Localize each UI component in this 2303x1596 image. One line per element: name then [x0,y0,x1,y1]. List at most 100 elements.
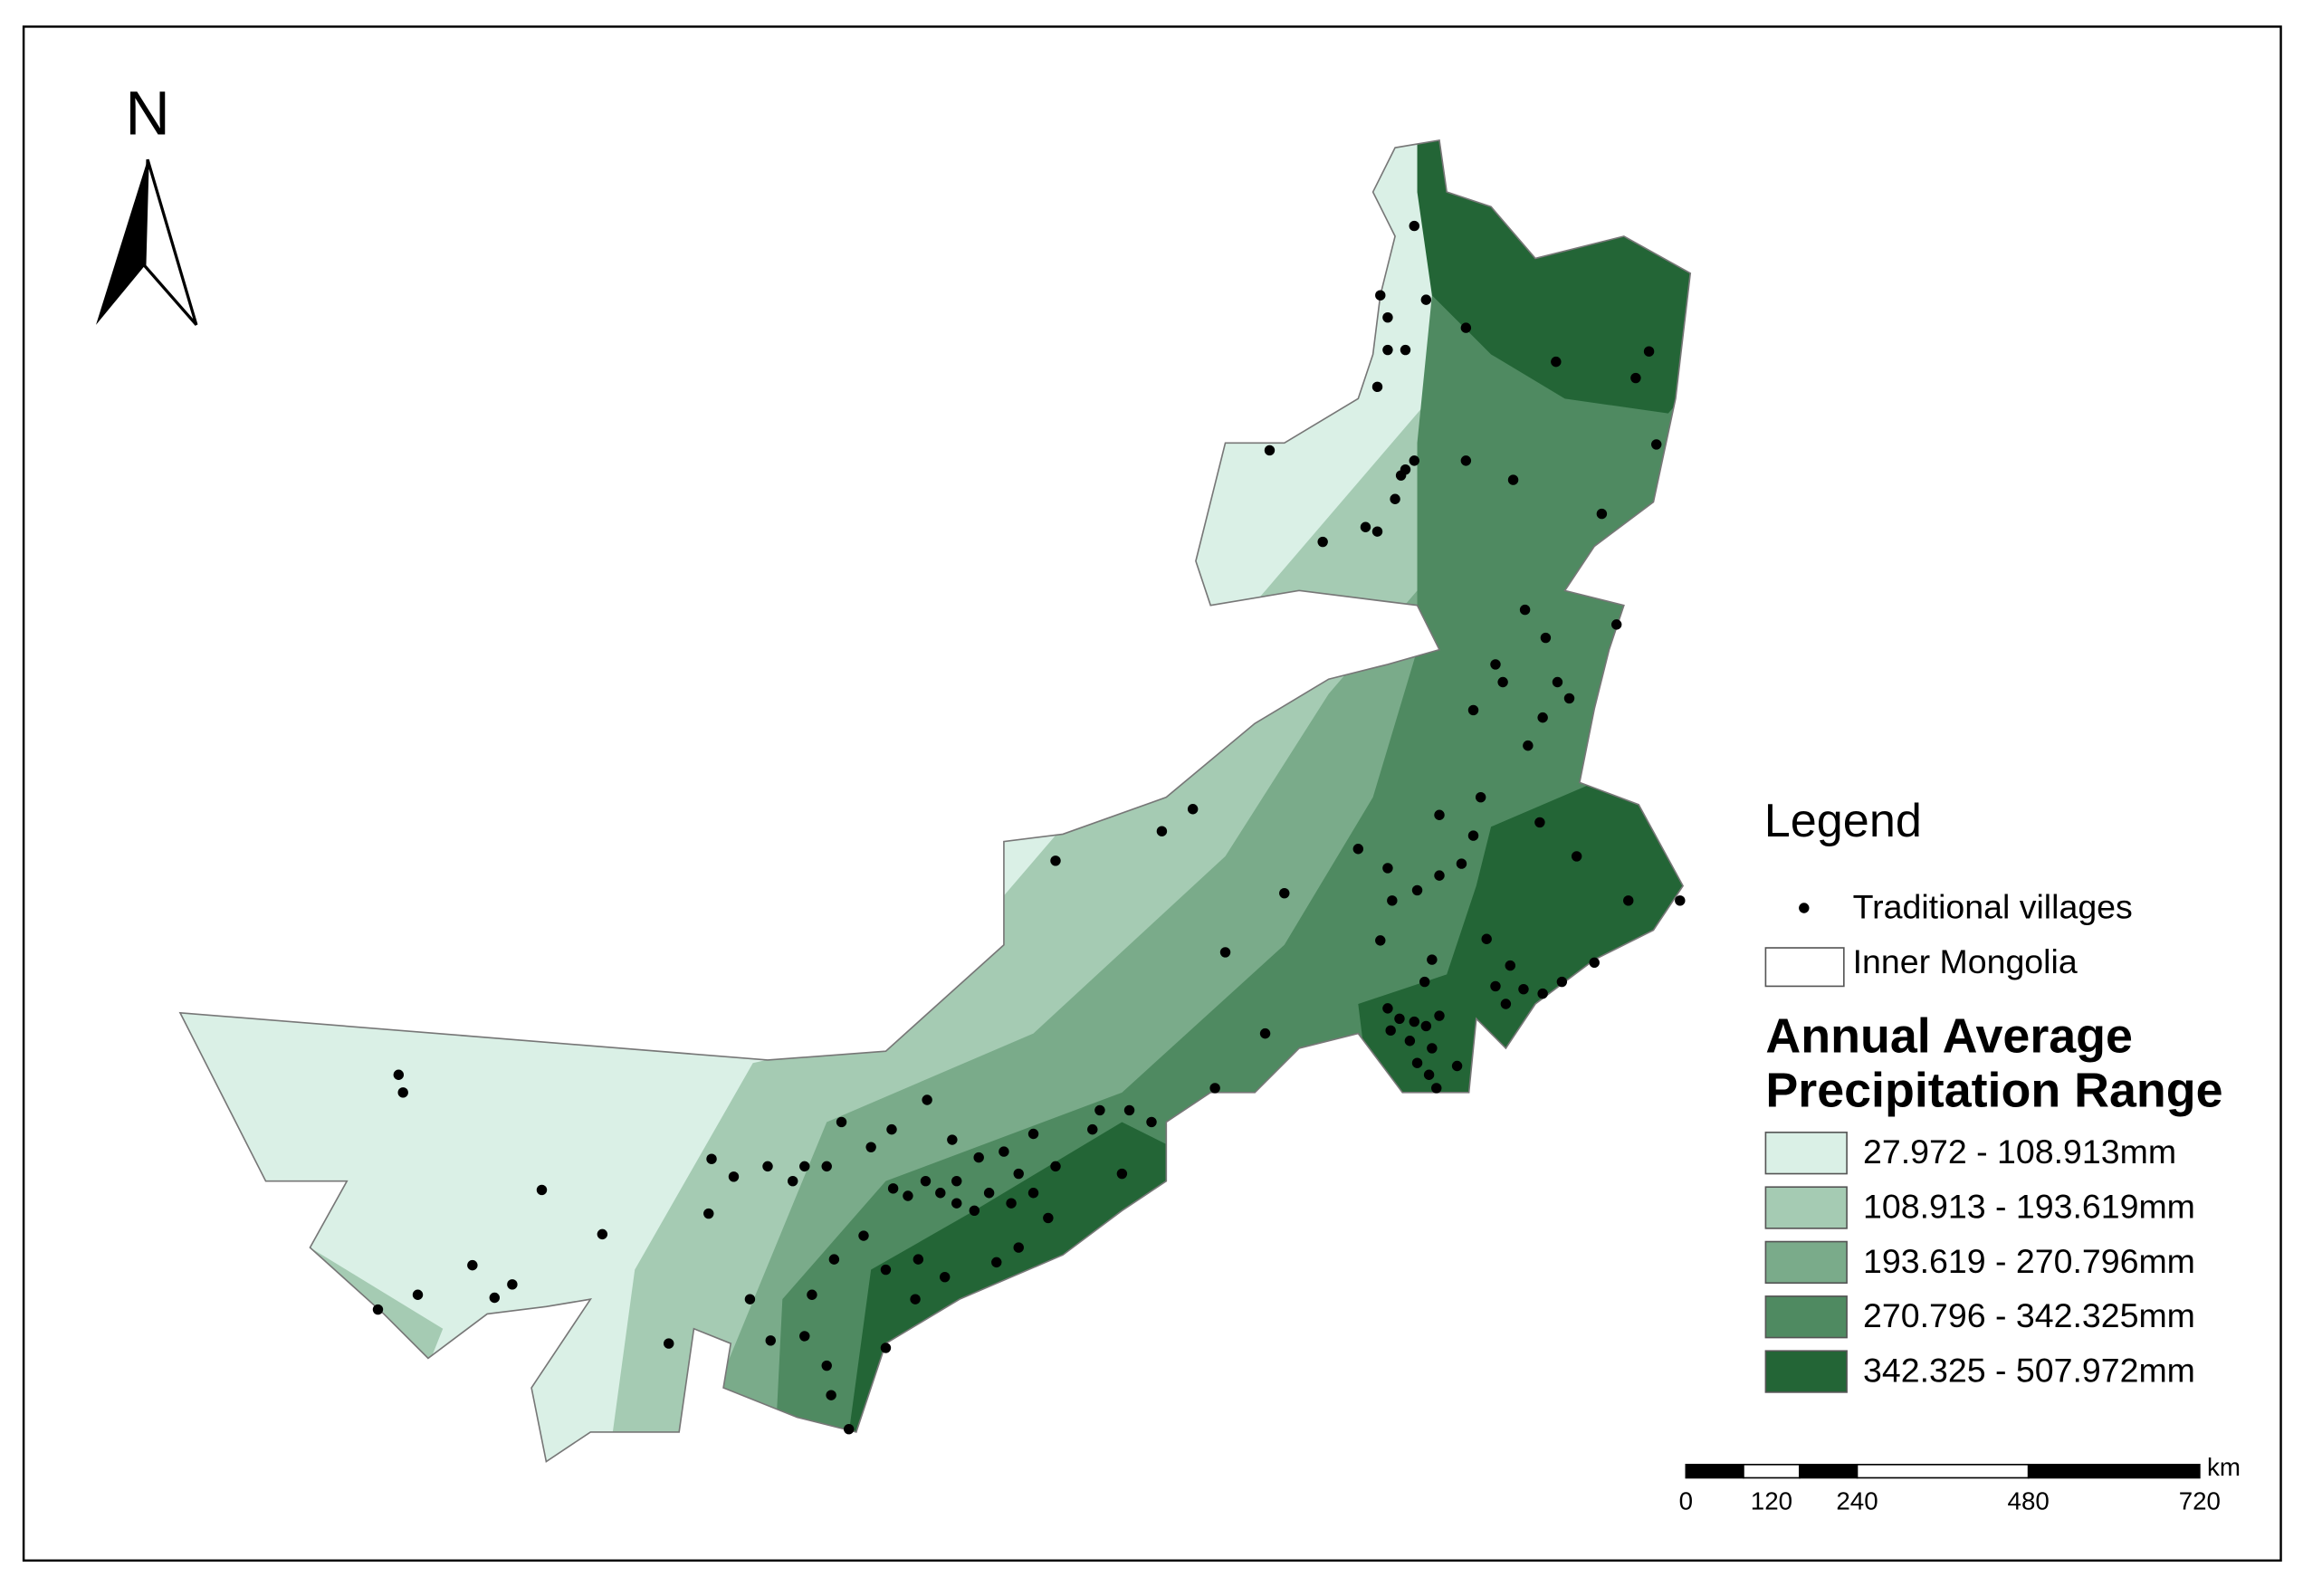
village [788,1175,798,1187]
village [1123,1104,1135,1116]
village [886,1123,897,1135]
village [880,1343,892,1353]
village [826,1390,836,1400]
village [1259,1027,1271,1039]
village [664,1338,674,1349]
village [1589,957,1600,969]
legend-range: 108.913 - 193.619mm [1863,1188,2195,1226]
village [1394,1013,1405,1025]
village [951,1175,962,1187]
village [1279,887,1290,899]
village [1490,980,1501,992]
village [1382,311,1393,323]
villages [372,220,1686,1435]
village [1087,1123,1098,1135]
village [1409,1016,1419,1027]
village [1623,895,1634,906]
village [1481,933,1492,944]
village [1518,983,1529,995]
village [1116,1168,1128,1180]
village [1404,1036,1416,1046]
scale-label: 0 [1679,1487,1693,1515]
village [536,1184,548,1196]
legend-swatch [1764,947,1845,988]
village [706,1153,717,1164]
scale-label: 720 [2179,1487,2221,1515]
village [1596,508,1608,520]
village [1434,809,1445,820]
village [597,1228,608,1240]
scale-segment [1856,1463,2030,1479]
village [1537,712,1548,723]
village [1523,740,1534,751]
village [828,1254,840,1265]
village [1537,988,1548,999]
village [1540,632,1552,644]
village [1264,444,1276,456]
north-label: N [125,79,169,148]
village [910,1294,921,1305]
village [1360,521,1371,532]
village [1317,536,1328,548]
village [1505,960,1515,971]
village [1490,659,1501,670]
village [1050,855,1061,866]
village [1497,676,1508,688]
scale-segment [2027,1463,2201,1479]
village [1651,439,1662,450]
village [1519,604,1531,616]
village [1390,493,1400,504]
village [467,1259,478,1271]
village [1043,1212,1054,1224]
village [1552,676,1563,688]
village [983,1188,995,1199]
village [1431,1083,1442,1094]
village [999,1146,1009,1157]
legend-range: 193.619 - 270.796mm [1863,1242,2195,1280]
village [799,1161,810,1172]
village [991,1257,1002,1268]
village [969,1205,980,1217]
village [1467,830,1479,841]
village [1395,470,1407,481]
village [1467,704,1479,716]
village [1475,791,1486,803]
village [489,1292,501,1304]
village [412,1289,424,1300]
scale-bar: 0 120 240 480 720 [1679,1463,2221,1515]
village [1382,1003,1393,1014]
village [1013,1242,1024,1253]
village [1460,455,1472,466]
village [1371,381,1383,393]
village [821,1360,832,1371]
legend-swatch [1764,1186,1848,1229]
village [1643,346,1655,357]
village [836,1116,847,1128]
village [1420,1020,1432,1032]
legend-subtitle: Annual Average [1765,1008,2133,1063]
scale-segment [1685,1463,1744,1479]
scale-segment [1743,1463,1801,1479]
village [1219,947,1231,958]
village [744,1294,756,1305]
village [951,1198,962,1209]
village [913,1254,924,1265]
village [1411,1057,1423,1068]
village [372,1304,384,1315]
legend-swatch [1764,1132,1848,1175]
village [939,1271,951,1283]
village [1382,344,1393,356]
village [762,1161,773,1172]
village [765,1335,776,1346]
village [1610,619,1622,630]
scale-label: 240 [1836,1487,1878,1515]
village [1409,220,1419,232]
village [1050,1161,1061,1172]
village [922,1094,932,1105]
village [887,1183,899,1194]
village [728,1171,740,1182]
village [393,1069,405,1080]
village [973,1152,984,1163]
